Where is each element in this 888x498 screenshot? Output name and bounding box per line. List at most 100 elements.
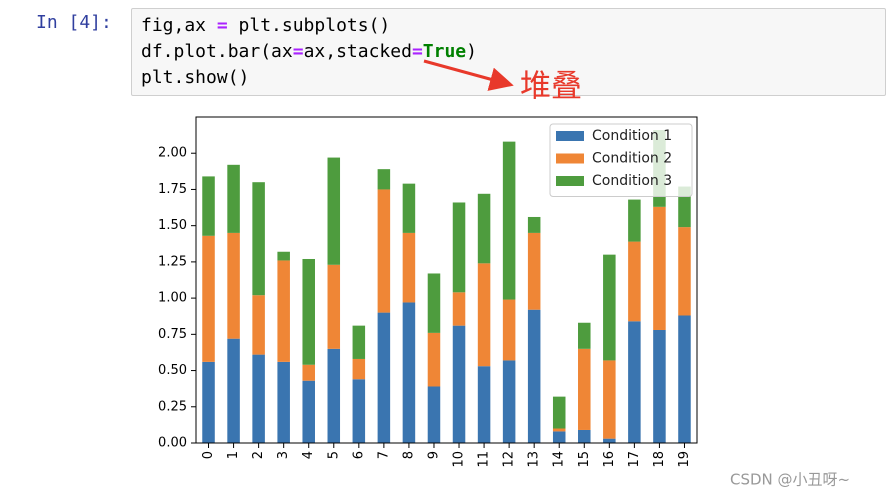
x-tick-label: 7	[376, 451, 391, 459]
bar-segment	[427, 273, 441, 333]
x-tick-label: 8	[401, 451, 416, 459]
bar-segment	[452, 325, 466, 443]
code-cell[interactable]: fig,ax = plt.subplots() df.plot.bar(ax=a…	[131, 8, 886, 96]
bar-segment	[327, 264, 341, 349]
code-token: =	[216, 15, 228, 36]
bar-segment	[502, 299, 516, 361]
bar-segment	[252, 354, 265, 443]
legend-label: Condition 1	[592, 128, 672, 144]
bar-segment	[628, 199, 641, 242]
x-tick-label: 14	[552, 451, 567, 468]
x-tick-label: 10	[452, 451, 467, 468]
x-tick-label: 1	[226, 451, 241, 459]
bar-segment	[302, 258, 315, 365]
x-tick-label: 16	[602, 451, 617, 468]
bar-segment	[302, 380, 315, 443]
bar-segment	[502, 360, 516, 443]
bar-segment	[678, 315, 691, 443]
x-tick-label: 2	[251, 451, 266, 459]
bar-segment	[327, 157, 341, 265]
code-token: plt.subplots()	[227, 15, 391, 36]
bar-segment	[477, 263, 491, 367]
bar-segment	[227, 232, 240, 339]
y-tick-label: 0.00	[158, 436, 187, 451]
bar-segment	[578, 322, 591, 349]
bar-segment	[252, 182, 265, 296]
bar-segment	[302, 364, 315, 381]
arrow	[423, 59, 514, 91]
annotation: 堆叠	[520, 69, 582, 105]
code-token: True	[422, 41, 467, 62]
bar-segment	[402, 232, 416, 303]
bar-segment	[427, 386, 441, 443]
x-tick-label: 11	[477, 451, 492, 468]
bar-segment	[377, 169, 391, 190]
bar-segment	[603, 438, 616, 443]
bar-segment	[277, 361, 290, 443]
bar-segment	[552, 428, 566, 432]
legend-swatch	[556, 176, 584, 186]
x-tick-label: 6	[351, 451, 366, 459]
bar-segment	[653, 206, 666, 330]
bar-segment	[452, 202, 466, 293]
code-token: ax,stacked	[303, 41, 412, 62]
bar-segment	[477, 193, 491, 264]
bar-segment	[352, 358, 366, 380]
bar-segment	[252, 295, 265, 355]
x-tick-label: 9	[426, 451, 441, 459]
legend-swatch	[556, 153, 584, 164]
x-tick-label: 12	[502, 451, 517, 468]
legend-label: Condition 2	[592, 151, 672, 167]
code-token: )	[466, 41, 477, 62]
bar-segment	[377, 312, 391, 443]
code-token: =	[411, 41, 423, 62]
bar-segment	[628, 241, 641, 322]
x-tick-label: 18	[652, 451, 667, 468]
code: fig,ax = plt.subplots() df.plot.bar(ax=a…	[141, 13, 477, 91]
bar-segment	[527, 216, 541, 233]
bar-segment	[527, 309, 541, 443]
bar-segment	[603, 254, 616, 361]
bar-segment	[227, 338, 240, 443]
x-tick-label: 4	[301, 451, 316, 459]
y-tick-label: 1.50	[158, 218, 187, 233]
legend-box	[549, 123, 693, 197]
bar-segment	[477, 366, 491, 443]
bar-segment	[578, 348, 591, 430]
legend-swatch	[556, 131, 584, 141]
bar-segment	[502, 141, 516, 300]
y-tick-label: 0.75	[158, 327, 187, 342]
code-token: df.plot.bar(ax	[141, 41, 293, 62]
bar-segment	[603, 360, 616, 439]
x-tick-label: 19	[677, 451, 692, 468]
code-token: plt.show()	[141, 67, 250, 88]
bar-segment	[402, 302, 416, 443]
watermark: CSDN @小丑呀~	[730, 471, 850, 489]
bar-segment	[552, 396, 566, 429]
bar-segment	[202, 176, 215, 236]
x-tick-label: 0	[201, 451, 216, 459]
cell-prompt: In [4]:	[36, 12, 112, 33]
bar-segment	[202, 361, 215, 443]
plot-frame	[195, 116, 698, 444]
bar-segment	[653, 329, 666, 443]
bar-segment	[277, 251, 290, 261]
bar-segment	[227, 164, 240, 233]
y-tick-label: 1.25	[158, 254, 187, 269]
bar-segment	[352, 325, 366, 359]
bar-segment	[527, 232, 541, 310]
bar-segment	[427, 332, 441, 387]
y-tick-label: 0.50	[158, 363, 187, 378]
code-token: fig,ax	[141, 15, 217, 36]
bar-segment	[452, 292, 466, 326]
code-token: =	[292, 41, 304, 62]
bar-segment	[552, 431, 566, 443]
bar-segment	[352, 379, 366, 443]
bar-segment	[402, 183, 416, 233]
x-tick-label: 5	[326, 451, 341, 459]
x-tick-label: 15	[577, 451, 592, 468]
y-tick-label: 0.25	[158, 399, 187, 414]
legend-label: Condition 3	[592, 173, 672, 189]
y-tick-label: 2.00	[158, 146, 187, 161]
